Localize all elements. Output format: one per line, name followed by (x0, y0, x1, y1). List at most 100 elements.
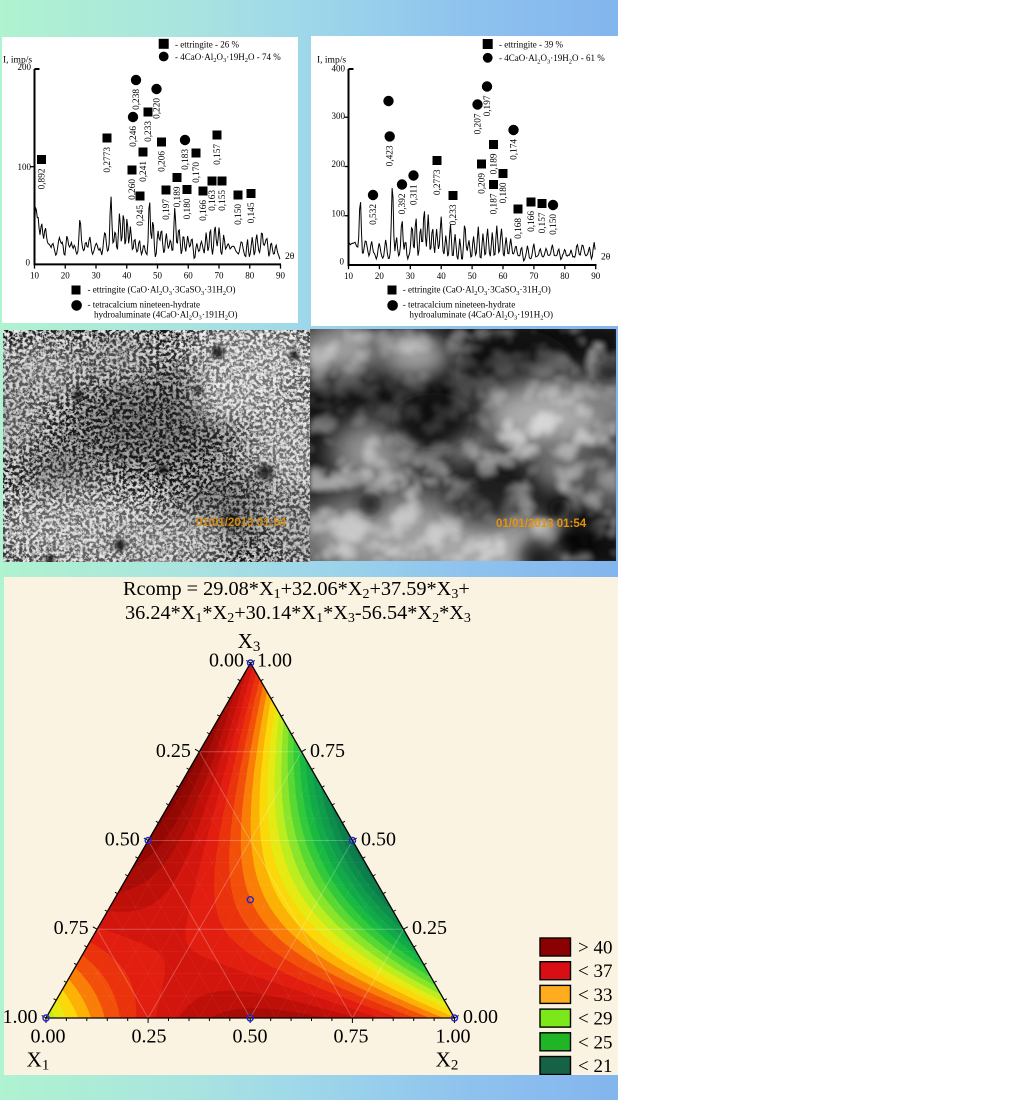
svg-text:0,233: 0,233 (449, 204, 459, 225)
svg-text:X2: X2 (436, 1048, 459, 1074)
svg-text:hydroaluminate (4CaO·Al2​O3​·1: hydroaluminate (4CaO·Al2​O3​·191H2​O) (94, 309, 237, 321)
svg-text:1.00: 1.00 (436, 1026, 471, 1048)
svg-text:0,197: 0,197 (483, 95, 493, 116)
svg-text:0,532: 0,532 (369, 204, 379, 225)
svg-text:0,145: 0,145 (247, 202, 257, 223)
svg-text:2θ: 2θ (601, 253, 611, 263)
svg-text:0,209: 0,209 (478, 173, 488, 194)
svg-text:0: 0 (340, 257, 345, 267)
svg-text:20: 20 (61, 271, 71, 281)
svg-text:0.25: 0.25 (156, 740, 191, 762)
svg-text:50: 50 (153, 271, 163, 281)
svg-text:0,392: 0,392 (398, 193, 408, 214)
svg-text:0,150: 0,150 (234, 204, 244, 225)
svg-text:- ettringite (CaO·Al2​O3​·3CaS: - ettringite (CaO·Al2​O3​·3CaSO3​·31H2​O… (403, 285, 551, 297)
svg-text:0,2773: 0,2773 (433, 169, 443, 195)
svg-text:0,166: 0,166 (527, 211, 537, 232)
svg-text:- tetracalcium nineteen-hydrat: - tetracalcium nineteen-hydrate (403, 299, 515, 309)
svg-text:1.00: 1.00 (4, 1006, 38, 1028)
svg-text:0.75: 0.75 (54, 917, 89, 939)
svg-text:30: 30 (92, 271, 102, 281)
svg-text:0,180: 0,180 (499, 182, 509, 203)
svg-text:0,187: 0,187 (490, 193, 500, 214)
svg-text:- ettringite - 39 %: - ettringite - 39 % (499, 40, 563, 50)
svg-text:0,233: 0,233 (144, 121, 154, 142)
svg-text:0.50: 0.50 (105, 829, 140, 851)
svg-text:30: 30 (406, 271, 416, 281)
svg-text:0.25: 0.25 (132, 1026, 167, 1048)
svg-text:60: 60 (499, 271, 509, 281)
svg-text:0.75: 0.75 (334, 1026, 369, 1048)
svg-text:- ettringite - 26 %: - ettringite - 26 % (175, 39, 239, 49)
svg-text:80: 80 (245, 271, 255, 281)
svg-text:0,157: 0,157 (213, 144, 223, 165)
svg-text:- 4CaO·Al2​O3​·19H2​O - 74 %: - 4CaO·Al2​O3​·19H2​O - 74 % (175, 52, 281, 64)
svg-text:0.50: 0.50 (361, 829, 396, 851)
svg-text:0,174: 0,174 (510, 139, 520, 160)
svg-text:0,197: 0,197 (162, 199, 172, 220)
svg-text:01/01/2013 01:54: 01/01/2013 01:54 (496, 518, 587, 530)
svg-text:0,207: 0,207 (474, 113, 484, 134)
svg-text:100: 100 (18, 162, 32, 172)
svg-text:hydroaluminate (4CaO·Al2​O3​·1: hydroaluminate (4CaO·Al2​O3​·191H2​O) (410, 309, 553, 321)
svg-text:< 33: < 33 (578, 985, 612, 1006)
svg-text:0,189: 0,189 (173, 186, 183, 207)
svg-text:0.00: 0.00 (31, 1026, 66, 1048)
svg-text:> 40: > 40 (578, 938, 612, 959)
svg-text:400: 400 (332, 64, 346, 74)
svg-text:0.00: 0.00 (209, 650, 244, 672)
svg-text:0,155: 0,155 (218, 190, 228, 211)
svg-text:< 37: < 37 (578, 961, 612, 982)
svg-text:- tetracalcium nineteen-hydrat: - tetracalcium nineteen-hydrate (88, 299, 200, 309)
svg-text:0,170: 0,170 (192, 162, 202, 183)
svg-text:60: 60 (184, 271, 194, 281)
svg-text:< 29: < 29 (578, 1009, 612, 1030)
svg-text:< 21: < 21 (578, 1056, 612, 1075)
svg-text:0,238: 0,238 (132, 89, 142, 110)
svg-text:0.00: 0.00 (463, 1006, 498, 1028)
svg-text:40: 40 (437, 271, 447, 281)
svg-text:1.00: 1.00 (257, 650, 292, 672)
svg-text:I, imp/s: I, imp/s (317, 56, 346, 66)
svg-text:0,2773: 0,2773 (103, 147, 113, 173)
svg-text:10: 10 (344, 271, 354, 281)
svg-text:80: 80 (560, 271, 570, 281)
svg-text:300: 300 (332, 111, 346, 121)
svg-text:50: 50 (468, 271, 478, 281)
svg-text:Rcomp = 29.08*X1+32.06*X2+37.5: Rcomp = 29.08*X1+32.06*X2+37.59*X3+ (123, 578, 470, 602)
svg-text:- ettringite (CaO·Al2​O3​·3CaS: - ettringite (CaO·Al2​O3​·3CaSO3​·31H2​O… (88, 285, 236, 297)
svg-text:2θ: 2θ (285, 252, 295, 262)
svg-text:0,241: 0,241 (139, 161, 149, 182)
svg-text:0,166: 0,166 (199, 200, 209, 221)
svg-text:- 4CaO·Al2​O3​·19H2​O - 61 %: - 4CaO·Al2​O3​·19H2​O - 61 % (499, 53, 605, 65)
svg-text:0,180: 0,180 (183, 198, 193, 219)
svg-text:0,246: 0,246 (129, 126, 139, 147)
svg-text:0,311: 0,311 (410, 184, 420, 205)
svg-text:200: 200 (18, 62, 32, 72)
svg-text:100: 100 (332, 209, 346, 219)
svg-text:90: 90 (591, 271, 601, 281)
svg-text:< 25: < 25 (578, 1032, 612, 1053)
svg-text:0,892: 0,892 (38, 168, 48, 189)
svg-text:0,157: 0,157 (538, 212, 548, 233)
svg-text:10: 10 (30, 271, 40, 281)
svg-text:0,260: 0,260 (128, 179, 138, 200)
svg-text:X1: X1 (27, 1048, 50, 1074)
svg-text:0,423: 0,423 (386, 145, 396, 166)
svg-text:0,245: 0,245 (136, 205, 146, 226)
svg-text:01/01/2013 01:54: 01/01/2013 01:54 (196, 517, 287, 529)
svg-text:0,206: 0,206 (158, 151, 168, 172)
svg-text:0,150: 0,150 (549, 214, 559, 235)
svg-text:40: 40 (122, 271, 132, 281)
svg-text:0.25: 0.25 (412, 917, 447, 939)
svg-text:0.50: 0.50 (233, 1026, 268, 1048)
svg-text:0: 0 (26, 258, 31, 268)
svg-text:0,220: 0,220 (153, 98, 163, 119)
svg-text:70: 70 (215, 271, 225, 281)
svg-text:36.24*X1*X2+30.14*X1*X3-56.54*: 36.24*X1*X2+30.14*X1*X3-56.54*X2*X3 (125, 602, 471, 626)
svg-text:0,183: 0,183 (181, 149, 191, 170)
svg-text:0,189: 0,189 (490, 153, 500, 174)
svg-text:0,163: 0,163 (208, 190, 218, 211)
svg-text:20: 20 (375, 271, 385, 281)
svg-text:70: 70 (529, 271, 539, 281)
